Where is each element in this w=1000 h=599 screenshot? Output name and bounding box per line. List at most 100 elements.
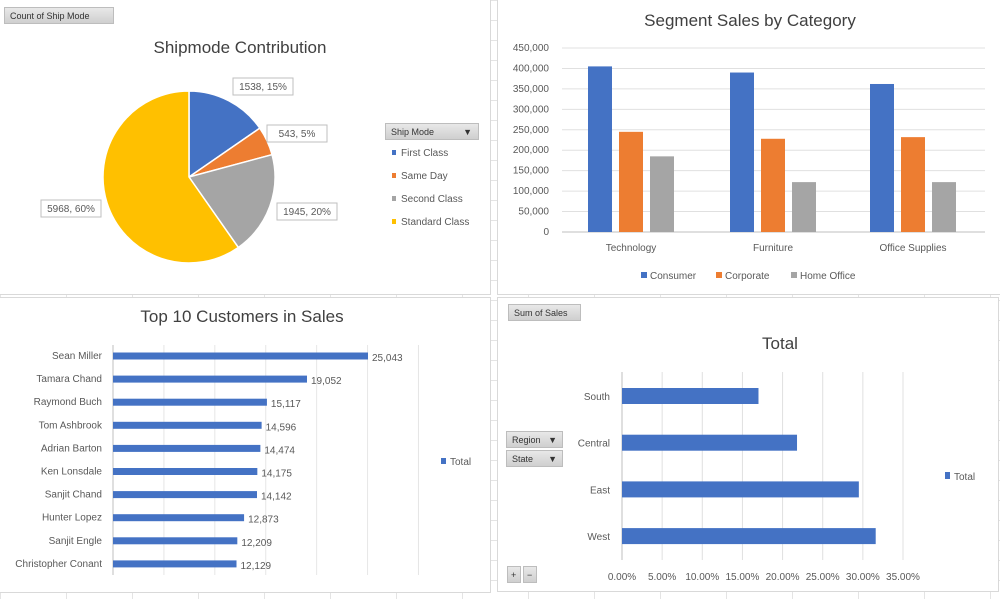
x-tick-label: 35.00% [886,572,920,583]
count-ship-mode-button[interactable]: Count of Ship Mode [4,7,114,24]
bar-consumer [730,72,754,233]
state-filter-button[interactable]: State ▼ [506,450,563,467]
expand-button[interactable]: + [507,566,521,583]
bar-corporate [901,137,925,232]
pie-slice-second-class [187,153,276,249]
pie-slice-standard-class [102,90,240,264]
customer-bar [113,398,267,406]
y-tick-label: 450,000 [513,43,550,54]
bar-corporate [619,131,643,232]
customers-chart-title: Top 10 Customers in Sales [140,307,344,326]
pie-data-label: 1945, 20% [283,207,331,218]
region-bar [622,528,876,545]
pie-chart-title: Shipmode Contribution [153,38,327,57]
customer-bar [113,444,261,452]
customer-label: Sean Miller [52,351,103,362]
ship-mode-filter-button[interactable]: Ship Mode ▼ [385,123,479,140]
sum-of-sales-button[interactable]: Sum of Sales [508,304,581,321]
customer-bar [113,468,258,475]
bar-corporate [761,138,785,232]
x-tick-label: Furniture [753,243,793,254]
customer-label: Ken Lonsdale [41,467,103,478]
region-bar [622,434,798,451]
x-tick-label: 0.00% [608,572,636,583]
region-filter-button[interactable]: Region ▼ [506,431,563,448]
legend-item: Total [954,472,975,483]
customer-bar [113,537,238,545]
legend-swatch [441,458,446,464]
x-tick-label: 15.00% [725,572,759,583]
legend-item: Corporate [725,271,770,282]
customer-bar [113,352,368,360]
legend-item: First Class [401,148,448,159]
region-bar [622,481,859,498]
customer-label: Christopher Conant [15,559,102,570]
data-label-box [232,77,294,96]
data-label-box [266,124,328,143]
x-tick-label: 10.00% [685,572,719,583]
data-label-box [276,202,338,221]
bar-value-label: 25,043 [372,353,403,364]
bar-value-label: 12,873 [248,515,279,526]
bar-value-label: 15,117 [271,399,301,410]
collapse-button[interactable]: − [523,566,537,583]
y-tick-label: 250,000 [513,125,550,136]
customer-bar [113,560,237,568]
region-label: South [584,392,610,403]
bar-home-office [932,182,956,232]
x-tick-label: 20.00% [766,572,800,583]
legend-item: Consumer [650,271,697,282]
customer-bar [113,491,258,499]
x-tick-label: Technology [606,243,657,254]
y-tick-label: 200,000 [513,145,550,156]
y-tick-label: 350,000 [513,84,550,95]
dropdown-arrow-icon: ▼ [548,454,557,464]
bar-value-label: 19,052 [311,376,342,387]
customer-bar [113,421,262,429]
legend-swatch [392,173,396,178]
legend-swatch [641,272,647,278]
bar-value-label: 14,596 [266,422,297,433]
y-tick-label: 50,000 [518,207,549,218]
state-label: State [512,454,534,464]
pie-data-label: 5968, 60% [47,204,95,215]
legend-item: Total [450,457,471,468]
pie-slice-first-class [188,90,261,179]
bar-value-label: 14,474 [264,445,295,456]
x-tick-label: 30.00% [846,572,880,583]
y-tick-label: 150,000 [513,166,550,177]
customer-label: Adrian Barton [41,443,102,454]
bar-value-label: 14,175 [261,469,292,480]
y-tick-label: 400,000 [513,63,550,74]
region-label: West [587,532,610,543]
x-tick-label: 25.00% [806,572,840,583]
bar-home-office [792,182,816,232]
dropdown-arrow-icon: ▼ [463,127,472,137]
legend-swatch [716,272,722,278]
customer-bar [113,375,307,383]
customer-label: Sanjit Engle [49,536,103,547]
customer-bar [113,514,245,522]
legend-item: Home Office [800,271,856,282]
ship-mode-label: Ship Mode [391,127,435,137]
legend-item: Same Day [401,171,448,182]
bar-consumer [588,66,612,233]
dropdown-arrow-icon: ▼ [548,435,557,445]
bar-value-label: 12,129 [241,561,272,572]
pie-data-label: 543, 5% [279,129,316,140]
bar-home-office [650,156,674,232]
region-chart-title: Total [762,334,798,353]
region-label: Central [578,439,610,450]
legend-swatch [945,472,950,479]
x-tick-label: 5.00% [648,572,676,583]
customer-label: Tamara Chand [36,374,102,385]
legend-item: Standard Class [401,217,469,228]
region-label: Region [512,435,541,445]
legend-swatch [392,150,396,155]
legend-swatch [392,196,396,201]
pie-data-label: 1538, 15% [239,82,287,93]
region-bar [622,388,759,404]
legend-swatch [392,219,396,224]
segment-chart-title: Segment Sales by Category [644,11,856,30]
